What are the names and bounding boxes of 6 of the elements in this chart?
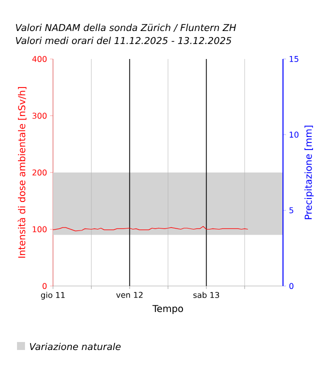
x-axis-title: Tempo [152, 305, 184, 314]
chart-title: Valori NADAM della sonda Zürich / Fluntern ZH [16, 24, 236, 32]
y-axis-title: Intensità di dose ambientale [nSv/h] [18, 87, 26, 258]
legend-label: Variazione naturale [30, 342, 121, 350]
y2-axis-title: Precipitazione [mm] [304, 126, 314, 220]
chart-subtitle: Valori medi orari del 11.12.2025 - 13.12.2025 [16, 36, 232, 44]
